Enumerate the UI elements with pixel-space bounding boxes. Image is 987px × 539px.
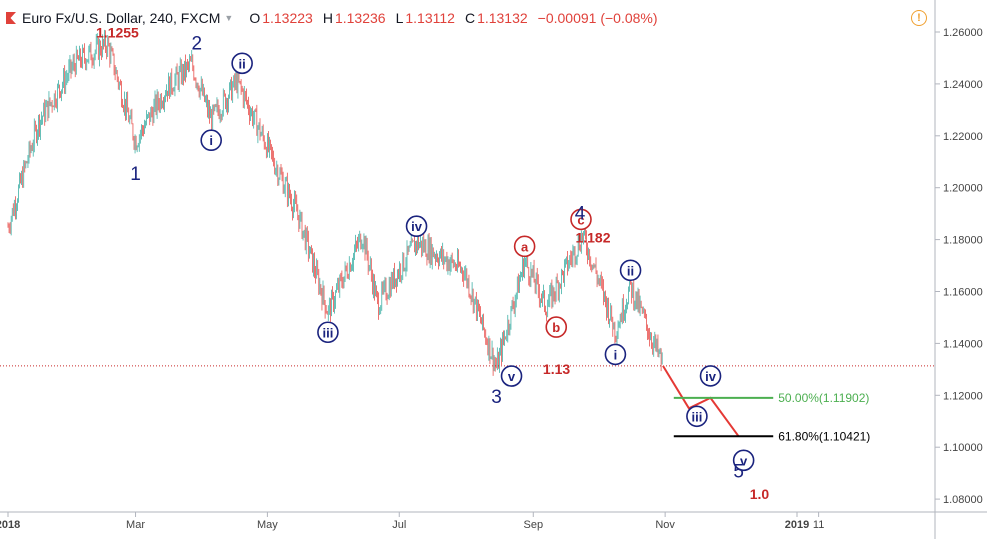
wave-label-circle xyxy=(200,129,222,152)
warning-icon[interactable]: ! xyxy=(911,10,927,26)
y-tick-label: 1.24000 xyxy=(943,79,983,91)
wave-label-circle xyxy=(732,449,755,472)
price-label: 1.1255 xyxy=(96,25,139,41)
symbol-title[interactable]: Euro Fx/U.S. Dollar, 240, FXCM xyxy=(22,10,221,26)
annotations: 50.00%(1.11902) 61.80%(1.10421) 1.1255 1.18… xyxy=(0,25,935,502)
y-tick-label: 1.18000 xyxy=(943,235,983,247)
grid xyxy=(0,0,935,512)
wave-label: 1 xyxy=(130,164,141,185)
y-tick-label: 1.08000 xyxy=(943,494,983,506)
x-tick-label: 2019 xyxy=(785,519,809,531)
price-label: 1.0 xyxy=(750,486,770,502)
wave-label-circle xyxy=(699,365,722,387)
wave-label: 3 xyxy=(491,387,502,408)
wave-label: a xyxy=(521,239,529,254)
y-tick-label: 1.10000 xyxy=(943,442,983,454)
y-tick-label: 1.12000 xyxy=(943,390,983,402)
x-tick-label: Sep xyxy=(523,519,543,531)
low-value: 1.13112 xyxy=(405,10,455,26)
projection-path xyxy=(662,365,740,437)
x-tick-label: Mar xyxy=(126,519,145,531)
wave-label-circle xyxy=(317,321,339,344)
wave-label-circle xyxy=(545,316,568,338)
open-value: 1.13223 xyxy=(262,10,313,26)
x-tick-label: May xyxy=(257,519,278,531)
wave-label-circle xyxy=(405,215,428,237)
price-label: 1.182 xyxy=(575,229,610,245)
fib-level-label: 61.80%(1.10421) xyxy=(778,429,870,443)
symbol-flag-icon xyxy=(6,12,16,24)
y-tick-label: 1.26000 xyxy=(943,27,983,39)
wave-label: i xyxy=(209,133,213,148)
x-tick-label: Jul xyxy=(392,519,406,531)
change-value: −0.00091 (−0.08%) xyxy=(537,10,658,26)
fib-level-label: 50.00%(1.11902) xyxy=(778,391,869,405)
close-label: C xyxy=(464,10,476,26)
wave-label: b xyxy=(552,320,560,335)
wave-label-circle xyxy=(686,405,708,428)
wave-label: c xyxy=(577,212,584,227)
y-tick-label: 1.22000 xyxy=(943,131,983,143)
wave-label: 5 xyxy=(733,461,744,482)
x-tick-label: 2018 xyxy=(0,519,20,531)
high-label: H xyxy=(322,10,333,26)
wave-label-circle xyxy=(619,259,642,282)
wave-label: iv xyxy=(705,369,717,384)
plot-area xyxy=(0,0,935,512)
open-label: O xyxy=(249,10,261,26)
candlesticks xyxy=(7,29,663,376)
wave-label: ii xyxy=(239,56,246,71)
wave-label: v xyxy=(508,369,516,384)
y-tick-label: 1.16000 xyxy=(943,287,983,299)
wave-label: ii xyxy=(627,263,634,278)
wave-label-circle xyxy=(500,365,523,387)
x-tick-label: Nov xyxy=(655,519,675,531)
wave-label-circle xyxy=(604,343,627,366)
wave-label: v xyxy=(740,453,748,468)
price-label: 1.13 xyxy=(543,361,570,377)
wave-label: iv xyxy=(411,219,423,234)
y-tick-label: 1.20000 xyxy=(943,183,983,195)
y-tick-label: 1.14000 xyxy=(943,338,983,350)
low-label: L xyxy=(395,10,404,26)
wave-label-circle xyxy=(231,52,253,75)
wave-label: iii xyxy=(691,409,702,424)
close-value: 1.13132 xyxy=(477,10,528,26)
wave-label: i xyxy=(614,347,618,362)
chart-header: Euro Fx/U.S. Dollar, 240, FXCM ▼ O 1.132… xyxy=(6,9,668,27)
high-value: 1.13236 xyxy=(334,10,386,26)
wave-label: 2 xyxy=(191,33,202,54)
wave-label-circle xyxy=(570,208,592,231)
wave-label: 4 xyxy=(575,203,586,224)
x-tick-label: 11 xyxy=(813,519,824,531)
chevron-down-icon[interactable]: ▼ xyxy=(224,13,234,23)
wave-label: iii xyxy=(323,325,334,340)
wave-label-circle xyxy=(513,235,536,258)
